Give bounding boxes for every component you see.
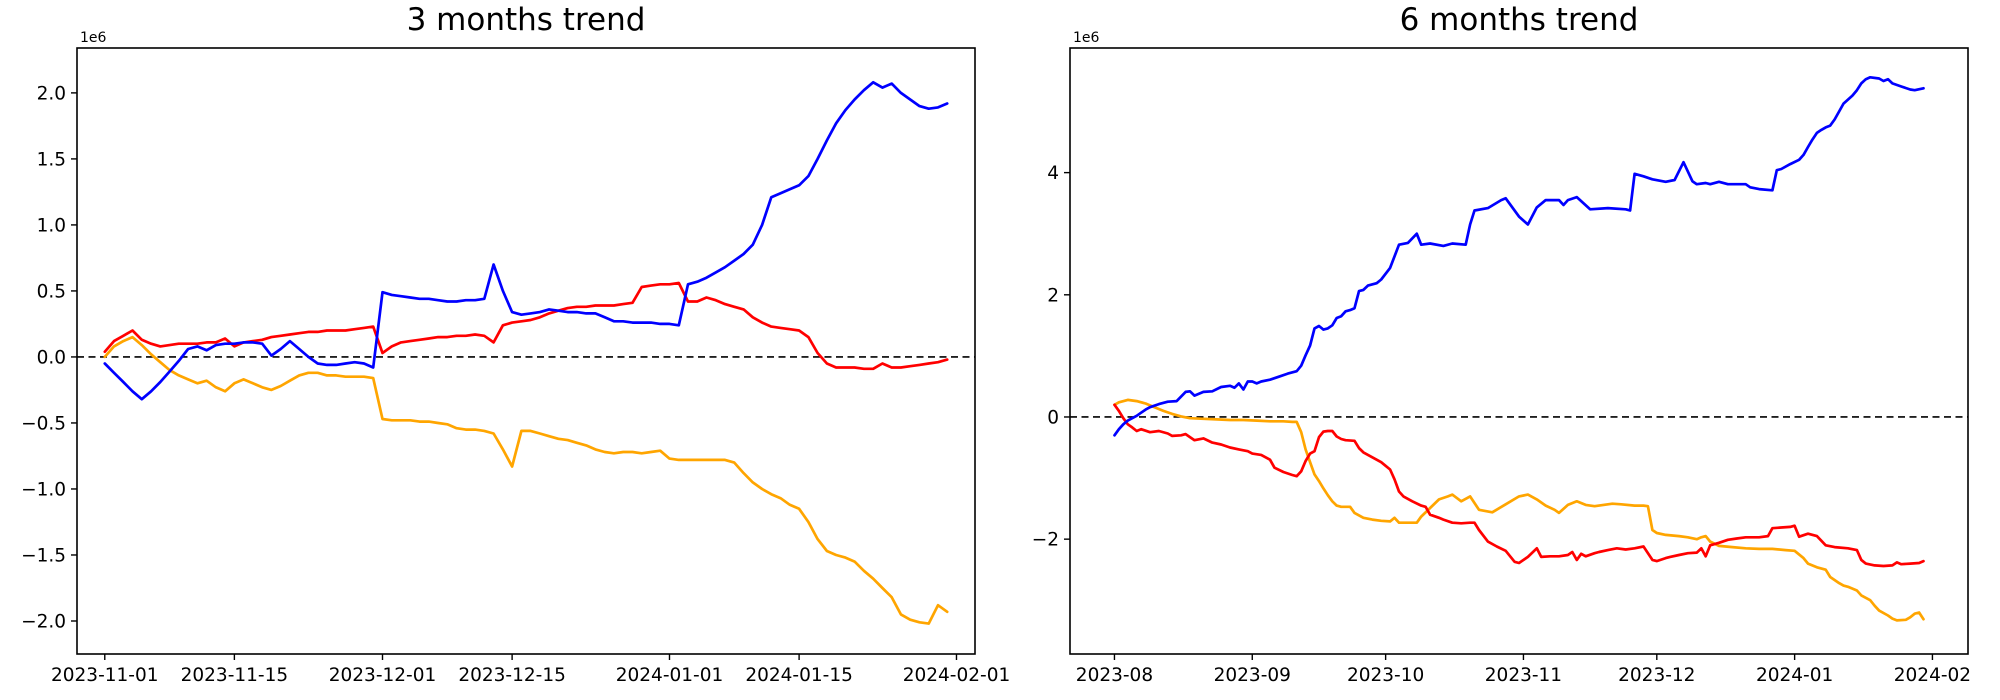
x-tick-label: 2023-11: [1485, 665, 1562, 686]
y-tick-label: 2: [1047, 285, 1059, 306]
y-tick-label: 4: [1047, 163, 1059, 184]
y-tick-label: −1.0: [21, 479, 66, 500]
x-tick-label: 2024-01-01: [616, 665, 724, 686]
x-tick-label: 2023-12-01: [329, 665, 437, 686]
y-tick-label: 0: [1047, 407, 1059, 428]
x-tick-label: 2024-02: [1894, 665, 1971, 686]
x-tick-label: 2023-11-01: [51, 665, 159, 686]
series-orange-line: [103, 335, 949, 625]
series-blue-line: [1113, 75, 1925, 437]
axis-offset-text: 1e6: [1073, 30, 1100, 46]
x-tick-label: 2023-09: [1214, 665, 1291, 686]
chart-title-3-months: 3 months trend: [406, 2, 646, 38]
x-tick-label: 2024-01: [1756, 665, 1833, 686]
x-tick-label: 2023-08: [1076, 665, 1153, 686]
axis-offset-text: 1e6: [80, 30, 107, 46]
y-tick-label: 1.0: [37, 215, 66, 236]
axes-spines: [76, 47, 976, 655]
series-blue-line: [103, 80, 949, 401]
series-red-line: [103, 281, 949, 371]
y-tick-label: −2: [1032, 530, 1059, 551]
y-tick-label: 0.0: [37, 347, 66, 368]
left-plot-axes: 2023-11-01 2023-11-15 2023-12-01 2023-12-15…: [21, 30, 1010, 686]
x-tick-label: 2023-12: [1618, 665, 1695, 686]
chart-title-6-months: 6 months trend: [1399, 2, 1639, 38]
y-tick-label: −0.5: [21, 413, 66, 434]
y-tick-label: 0.5: [37, 281, 66, 302]
x-tick-label: 2023-10: [1347, 665, 1424, 686]
series-orange-line: [1113, 398, 1925, 622]
series-red-line: [1113, 403, 1925, 568]
y-tick-label: −2.0: [21, 611, 66, 632]
y-tick-label: −1.5: [21, 545, 66, 566]
x-tick-label: 2024-01-15: [745, 665, 853, 686]
x-tick-label: 2023-11-15: [181, 665, 289, 686]
right-plot-axes: 2023-08 2023-09 2023-10 2023-11 2023-12 2024-…: [1032, 30, 1971, 686]
x-tick-label: 2023-12-15: [458, 665, 566, 686]
axes-spines: [1069, 47, 1969, 655]
y-tick-label: 2.0: [37, 83, 66, 104]
y-tick-label: 1.5: [37, 149, 66, 170]
x-tick-label: 2024-02-01: [903, 665, 1011, 686]
